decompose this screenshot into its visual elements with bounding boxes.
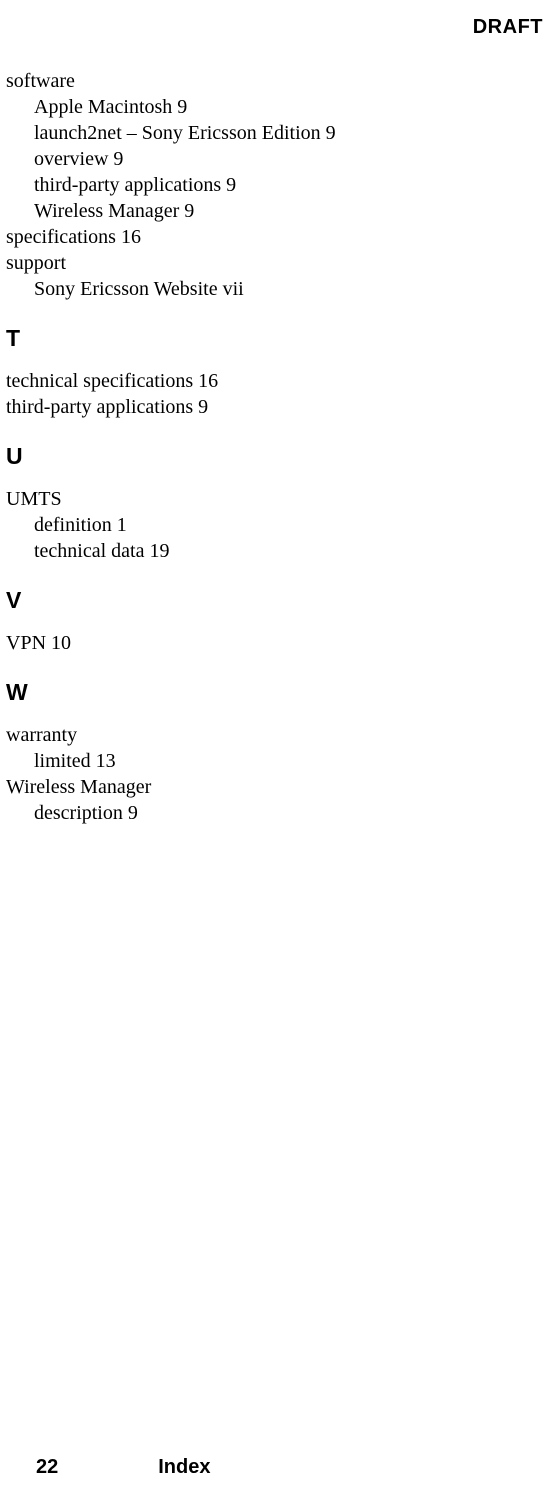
index-entry: VPN 10 xyxy=(6,630,551,656)
index-subentry: limited 13 xyxy=(34,748,551,774)
index-entry-support: support xyxy=(6,250,551,276)
index-subentry: Apple Macintosh 9 xyxy=(34,94,551,120)
index-subentry: definition 1 xyxy=(34,512,551,538)
index-entry-warranty: warranty xyxy=(6,722,551,748)
index-entry-specifications: specifications 16 xyxy=(6,224,551,250)
index-subentry: overview 9 xyxy=(34,146,551,172)
index-entry-umts: UMTS xyxy=(6,486,551,512)
index-letter-v: V xyxy=(6,586,551,616)
index-entry: third-party applications 9 xyxy=(6,394,551,420)
index-subentry: third-party applications 9 xyxy=(34,172,551,198)
footer-title: Index xyxy=(158,1454,210,1480)
index-subentry: launch2net – Sony Ericsson Edition 9 xyxy=(34,120,551,146)
index-subentry: Wireless Manager 9 xyxy=(34,198,551,224)
index-subentry: technical data 19 xyxy=(34,538,551,564)
draft-watermark: DRAFT xyxy=(473,14,543,40)
index-subentry: Sony Ericsson Website vii xyxy=(34,276,551,302)
index-letter-w: W xyxy=(6,678,551,708)
index-entry: technical specifications 16 xyxy=(6,368,551,394)
index-content: software Apple Macintosh 9 launch2net – … xyxy=(6,68,551,826)
index-entry-wireless-manager: Wireless Manager xyxy=(6,774,551,800)
page-footer: 22 Index xyxy=(0,1454,557,1480)
index-subentry: description 9 xyxy=(34,800,551,826)
index-letter-u: U xyxy=(6,442,551,472)
page-number: 22 xyxy=(36,1454,58,1480)
index-entry-software: software xyxy=(6,68,551,94)
index-letter-t: T xyxy=(6,324,551,354)
